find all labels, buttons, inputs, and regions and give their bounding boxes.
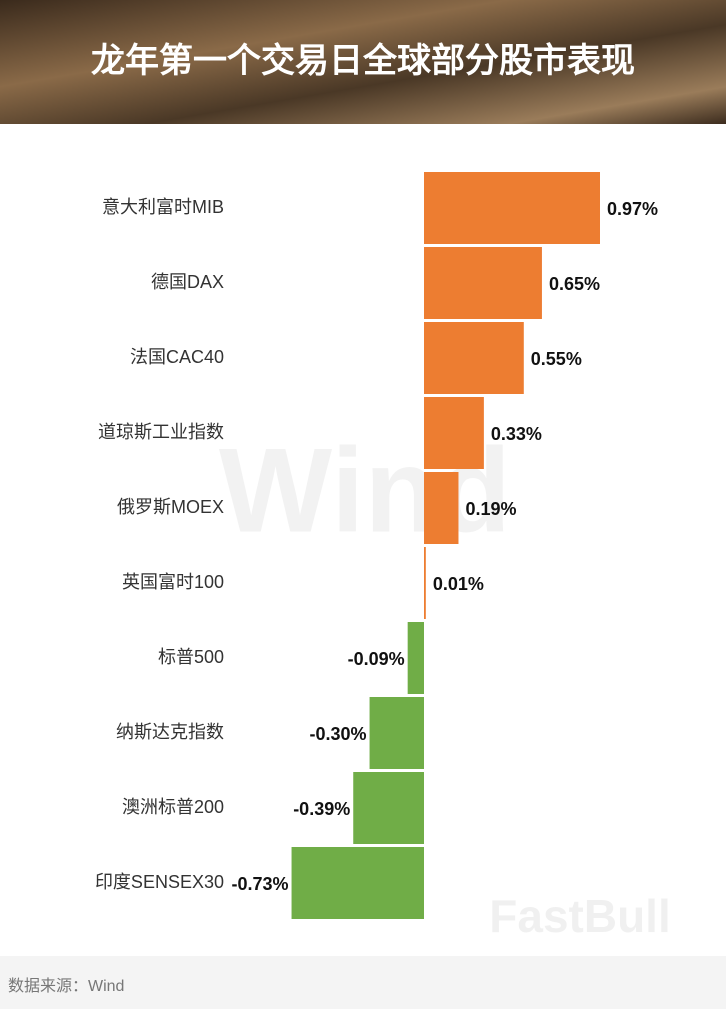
value-label: 0.19% bbox=[465, 499, 516, 519]
category-label: 道琼斯工业指数 bbox=[98, 422, 224, 442]
value-label: 0.33% bbox=[491, 424, 542, 444]
category-label: 澳洲标普200 bbox=[122, 797, 224, 817]
category-label: 法国CAC40 bbox=[130, 347, 224, 367]
bar bbox=[424, 172, 600, 244]
source-note: 数据来源：Wind bbox=[8, 977, 124, 995]
value-label: -0.39% bbox=[293, 799, 350, 819]
bar bbox=[424, 322, 524, 394]
chart-title: 龙年第一个交易日全球部分股市表现 bbox=[91, 41, 635, 80]
value-label: -0.73% bbox=[231, 874, 288, 894]
category-label: 英国富时100 bbox=[122, 572, 224, 592]
category-label: 印度SENSEX30 bbox=[95, 872, 224, 892]
bar bbox=[291, 847, 424, 919]
value-label: 0.65% bbox=[549, 274, 600, 294]
value-label: 0.01% bbox=[433, 574, 484, 594]
bar bbox=[407, 622, 424, 694]
watermark: FastBull bbox=[489, 890, 670, 942]
value-label: 0.55% bbox=[531, 349, 582, 369]
value-label: -0.30% bbox=[310, 724, 367, 744]
bar bbox=[424, 397, 484, 469]
category-label: 俄罗斯MOEX bbox=[117, 497, 224, 517]
bar bbox=[424, 472, 459, 544]
category-label: 标普500 bbox=[158, 647, 224, 667]
category-label: 纳斯达克指数 bbox=[116, 722, 224, 742]
bar bbox=[369, 697, 424, 769]
value-label: -0.09% bbox=[348, 649, 405, 669]
value-label: 0.97% bbox=[607, 199, 658, 219]
category-label: 意大利富时MIB bbox=[102, 197, 224, 217]
category-label: 德国DAX bbox=[151, 272, 224, 292]
bar bbox=[424, 547, 426, 619]
bar bbox=[353, 772, 424, 844]
bar bbox=[424, 247, 542, 319]
header-background bbox=[0, 0, 726, 124]
